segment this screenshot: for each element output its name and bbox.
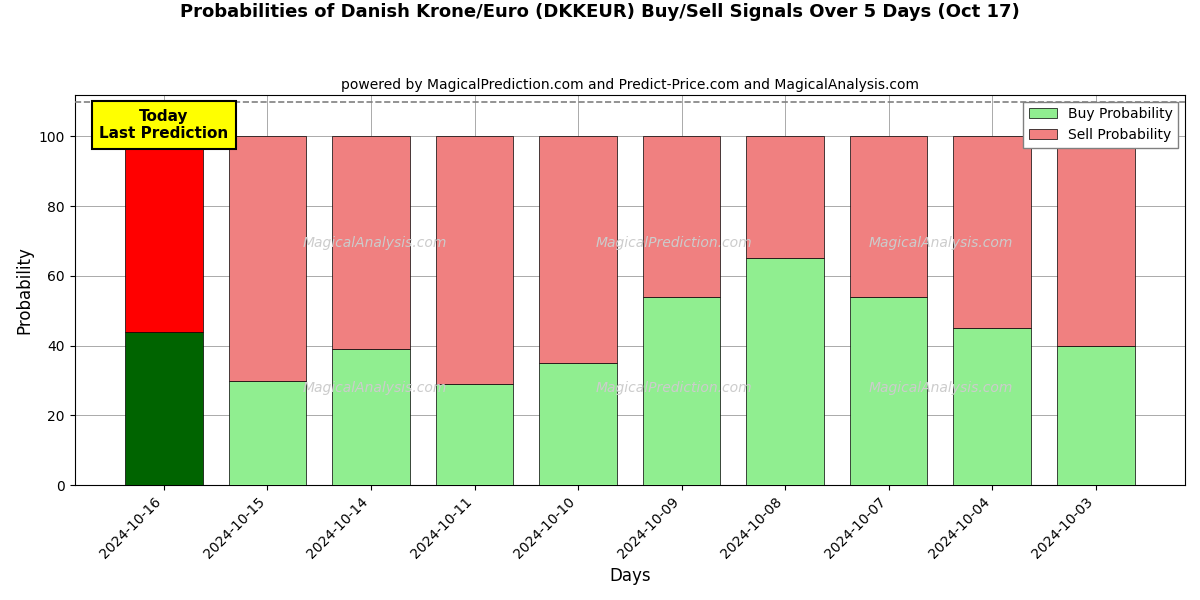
Y-axis label: Probability: Probability <box>16 246 34 334</box>
X-axis label: Days: Days <box>610 567 650 585</box>
Text: MagicalAnalysis.com: MagicalAnalysis.com <box>302 236 446 250</box>
Text: MagicalPrediction.com: MagicalPrediction.com <box>596 236 752 250</box>
Bar <box>125 136 203 332</box>
Bar <box>229 380 306 485</box>
Bar <box>643 136 720 297</box>
Bar <box>953 328 1031 485</box>
Text: MagicalAnalysis.com: MagicalAnalysis.com <box>869 380 1013 395</box>
Bar <box>436 136 514 384</box>
Bar <box>332 136 410 349</box>
Bar <box>1057 136 1134 346</box>
Bar <box>643 297 720 485</box>
Text: MagicalAnalysis.com: MagicalAnalysis.com <box>869 236 1013 250</box>
Bar <box>436 384 514 485</box>
Text: Today
Last Prediction: Today Last Prediction <box>100 109 228 141</box>
Text: Probabilities of Danish Krone/Euro (DKKEUR) Buy/Sell Signals Over 5 Days (Oct 17: Probabilities of Danish Krone/Euro (DKKE… <box>180 3 1020 21</box>
Bar <box>953 136 1031 328</box>
Bar <box>746 259 824 485</box>
Bar <box>125 332 203 485</box>
Legend: Buy Probability, Sell Probability: Buy Probability, Sell Probability <box>1024 101 1178 148</box>
Title: powered by MagicalPrediction.com and Predict-Price.com and MagicalAnalysis.com: powered by MagicalPrediction.com and Pre… <box>341 78 919 92</box>
Text: MagicalPrediction.com: MagicalPrediction.com <box>596 380 752 395</box>
Text: MagicalAnalysis.com: MagicalAnalysis.com <box>302 380 446 395</box>
Bar <box>746 136 824 259</box>
Bar <box>850 297 928 485</box>
Bar <box>229 136 306 380</box>
Bar <box>539 363 617 485</box>
Bar <box>332 349 410 485</box>
Bar <box>1057 346 1134 485</box>
Bar <box>539 136 617 363</box>
Bar <box>850 136 928 297</box>
